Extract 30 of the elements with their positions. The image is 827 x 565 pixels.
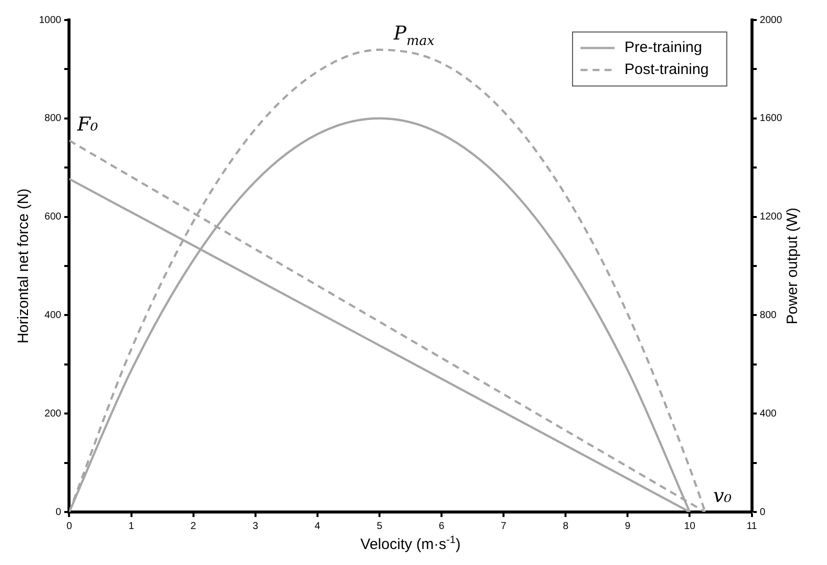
y2-tick-label: 0 xyxy=(760,506,766,518)
legend-label: Pre-training xyxy=(624,39,702,56)
x-tick-label: 3 xyxy=(252,520,259,532)
x-tick-label: 5 xyxy=(376,520,383,532)
annotation: F₀ xyxy=(76,114,98,136)
legend-label: Post-training xyxy=(624,61,709,78)
x-tick-label: 10 xyxy=(684,520,696,532)
annotation: v₀ xyxy=(713,485,732,507)
y-tick-label: 200 xyxy=(44,408,62,420)
y2-tick-label: 800 xyxy=(760,310,777,321)
y2-tick-label: 400 xyxy=(760,408,777,420)
y-tick-label: 400 xyxy=(44,310,62,321)
y2-tick-label: 2000 xyxy=(760,14,782,26)
y-tick-label: 800 xyxy=(44,113,62,124)
y-tick-label: 1000 xyxy=(38,14,62,26)
x-tick-label: 11 xyxy=(746,520,758,532)
y2-axis-title: Power output (W) xyxy=(784,208,801,324)
y-axis-title: Horizontal net force (N) xyxy=(15,188,32,344)
x-tick-label: 8 xyxy=(562,520,569,532)
y2-tick-label: 1200 xyxy=(760,212,782,223)
x-tick-label: 2 xyxy=(190,520,197,532)
y-tick-label: 0 xyxy=(56,506,62,518)
y2-tick-label: 1600 xyxy=(760,113,782,124)
x-tick-label: 4 xyxy=(314,520,321,532)
x-tick-label: 9 xyxy=(624,520,631,532)
x-tick-label: 6 xyxy=(438,520,445,532)
x-tick-label: 0 xyxy=(66,520,72,532)
y-tick-label: 600 xyxy=(44,212,62,223)
x-tick-label: 7 xyxy=(500,520,507,532)
x-tick-label: 1 xyxy=(128,520,135,532)
